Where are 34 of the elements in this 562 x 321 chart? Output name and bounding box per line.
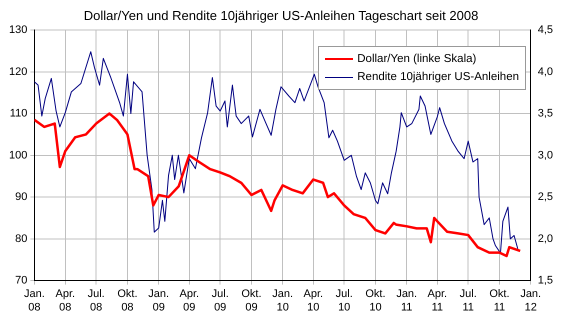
x-tick-label: Okt. 08 [117,288,138,314]
x-tick-label: Apr. 11 [427,288,448,314]
x-tick-label: Apr. 10 [303,288,324,314]
x-tick-label: Apr. 09 [179,288,200,314]
x-tick-label: Jan. 12 [520,288,542,314]
x-tick-label: Jan. 10 [272,288,294,314]
y2-tick-label: 4,0 [538,66,554,78]
x-tick-label: Jul. 09 [212,288,229,314]
y2-tick-label: 4,5 [538,24,554,36]
x-tick-label: Okt. 11 [489,288,510,314]
y-tick-label: 100 [8,149,28,162]
y2-tick-label: 2,5 [538,191,554,204]
y-tick-label: 120 [8,66,28,78]
legend-label: Dollar/Yen (linke Skala) [357,53,476,65]
x-tick-label: Okt. 10 [365,288,386,314]
y2-tick-label: 3,0 [538,149,554,162]
legend-label: Rendite 10jähriger US-Anleihen [357,71,519,83]
x-tick-label: Jan. 08 [24,288,45,314]
chart-title: Dollar/Yen und Rendite 10jähriger US-Anleihen Tageschart seit 2008 [82,8,480,23]
x-tick-label: Jan. 11 [396,288,418,314]
y-tick-label: 70 [15,274,28,287]
x-tick-label: Apr. 08 [55,288,76,314]
y2-tick-label: 1,5 [538,274,554,287]
x-tick-label: Jul. 11 [460,288,477,314]
y2-tick-label: 3,5 [538,108,554,120]
x-tick-label: Okt. 09 [241,288,262,314]
x-tick-label: Jul. 10 [336,288,353,314]
x-tick-label: Jan. 09 [148,288,170,314]
y-tick-label: 90 [15,191,28,204]
x-tick-label: Jul. 08 [88,288,105,314]
y-tick-label: 110 [10,108,28,120]
y-tick-label: 80 [15,232,28,245]
y-tick-label: 130 [8,24,28,36]
y2-tick-label: 2,0 [538,232,554,245]
